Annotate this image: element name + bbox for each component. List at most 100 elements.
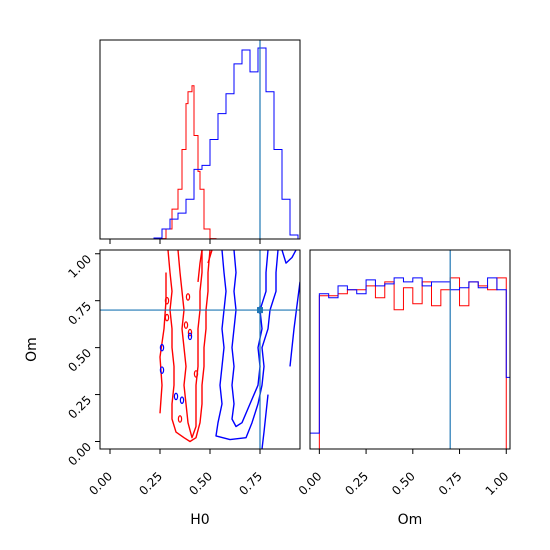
histogram-bin [347,290,356,449]
contour-island [164,296,170,305]
histogram-bin [258,48,266,239]
histogram-bin [441,290,450,449]
histogram-step-line [318,277,507,449]
histogram-om-panel: 0.00 0.25 0.50 0.75 1.00 Om [296,249,512,528]
contour-island [193,370,199,378]
x-tick-label: 1.00 [483,469,512,498]
truth-marker [257,307,263,314]
histogram-bin [422,286,431,449]
histogram-bin [282,199,290,239]
histogram-bin [366,280,375,449]
histogram-bin [497,278,506,449]
contour-island [185,293,191,301]
contour-line [289,281,300,367]
x-tick-label: 0.75 [436,469,465,498]
histogram-bin [357,294,366,449]
contour-island [187,332,193,341]
y-tick-label: 1.00 [65,252,94,281]
histogram-step-line [153,47,299,239]
series-blue-histogram [153,47,299,240]
histogram-bin [274,149,282,239]
histogram-bin [413,304,422,449]
plot-area [100,250,300,449]
histogram-bin [375,298,384,449]
histogram-bin [441,282,450,449]
histogram-bin [469,282,478,449]
histogram-bin [385,284,394,449]
contour-line [261,394,269,449]
x-tick-label: 0.50 [186,469,215,498]
histogram-bin [226,94,234,239]
histogram-bin [188,92,192,239]
histogram-bin [450,290,459,449]
y-axis-title: Om [24,337,40,362]
contour-island [159,366,165,374]
x-tick-label: 0.75 [236,469,265,498]
histogram-bin [338,286,347,449]
series-blue-histogram [310,277,510,449]
contour-island [164,313,170,322]
histogram-bin [357,290,366,449]
series-red-histogram [157,85,217,239]
x-tick-label: 0.25 [136,469,165,498]
histogram-bin [172,209,178,239]
histogram-step-line [157,85,217,239]
histogram-bin [431,306,440,449]
histogram-bin [204,229,210,239]
histogram-bin [290,235,298,239]
histogram-bin [319,294,328,449]
histogram-bin [166,229,172,239]
y-tick-label: 0.25 [65,393,94,422]
plot-area [310,250,510,449]
x-axis-title: H0 [190,512,209,528]
histogram-bin [488,278,497,449]
contour-island [187,328,193,337]
histogram-bin [242,50,250,239]
histogram-h0-panel [99,39,301,244]
plot-area [153,40,299,240]
y-tick-label: 0.50 [65,346,94,375]
contour-island [173,392,179,401]
contour-h0-om-panel: 0.00 0.25 0.50 0.75 0.00 0.25 0.50 0.75 1.00 H0 Om [24,249,301,528]
histogram-bin [450,278,459,449]
histogram-bin [210,140,218,240]
histogram-bin [178,213,186,239]
histogram-bin [319,296,328,449]
histogram-bin [394,310,403,449]
histogram-bin [366,286,375,449]
contour-line [177,250,203,439]
contour-island [159,343,165,352]
histogram-bin [218,114,226,239]
series-red-histogram [318,277,507,449]
x-tick-label: 0.50 [389,469,418,498]
contour-line [215,250,279,441]
x-tick-label: 0.00 [296,469,325,498]
histogram-bin [186,199,194,239]
axes-frame [309,249,511,450]
series-red-contours [159,250,213,443]
histogram-bin [497,290,506,449]
contour-line [231,250,269,428]
contour-line [207,250,213,264]
histogram-bin [310,433,319,449]
histogram-bin [194,136,198,239]
series-blue-contours [159,250,300,449]
x-tick-label: 0.00 [86,469,115,498]
histogram-bin [431,282,440,449]
histogram-bin [478,288,487,449]
histogram-bin [178,189,182,239]
histogram-bin [234,64,242,239]
histogram-bin [460,288,469,449]
contour-line [159,272,167,414]
histogram-bin [202,165,210,239]
histogram-bin [403,288,412,449]
histogram-bin [329,298,338,449]
x-tick-label: 0.25 [342,469,371,498]
histogram-bin [478,286,487,449]
histogram-bin [385,282,394,449]
histogram-bin [460,306,469,449]
histogram-bin [329,296,338,449]
histogram-bin [182,149,186,239]
y-tick-label: 0.00 [65,440,94,469]
